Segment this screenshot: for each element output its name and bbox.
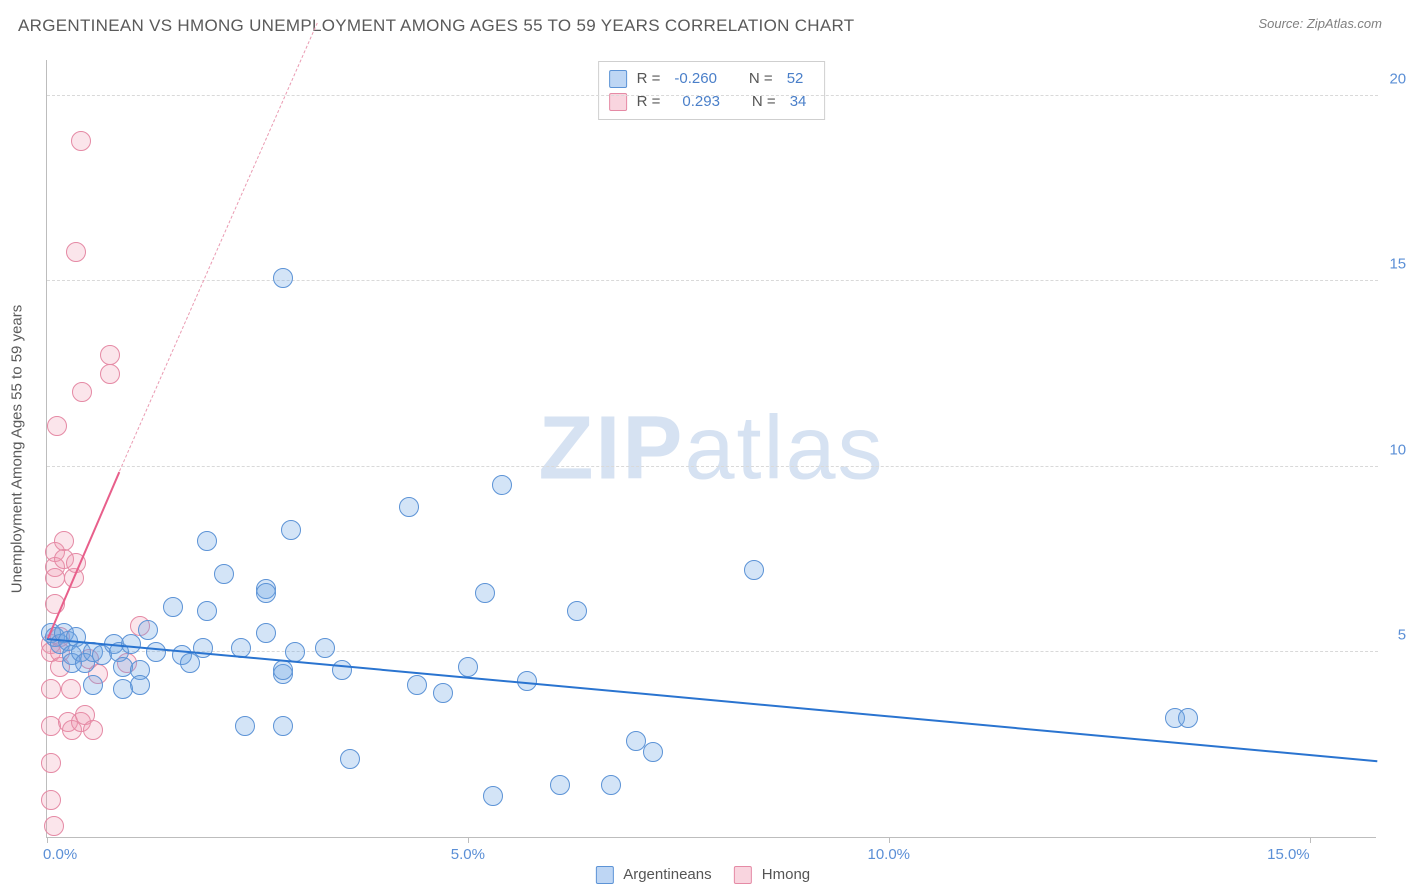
data-point (475, 583, 495, 603)
legend-item-argentineans: Argentineans (596, 866, 712, 884)
data-point (54, 531, 74, 551)
data-point (45, 568, 65, 588)
watermark: ZIPatlas (538, 397, 884, 500)
r-value: -0.260 (670, 68, 721, 91)
y-tick-label: 5.0% (1398, 626, 1406, 643)
chart-title: ARGENTINEAN VS HMONG UNEMPLOYMENT AMONG … (18, 16, 854, 36)
data-point (72, 382, 92, 402)
data-point (197, 531, 217, 551)
data-point (273, 716, 293, 736)
legend-item-hmong: Hmong (734, 866, 811, 884)
x-tick-label: 5.0% (451, 846, 485, 863)
data-point (483, 786, 503, 806)
data-point (113, 679, 133, 699)
data-point (407, 675, 427, 695)
gridline-h (47, 280, 1378, 281)
y-axis-label: Unemployment Among Ages 55 to 59 years (9, 304, 26, 593)
swatch-pink-icon (734, 866, 752, 884)
data-point (146, 642, 166, 662)
data-point (100, 364, 120, 384)
chart-source: Source: ZipAtlas.com (1258, 16, 1382, 31)
n-value: 52 (783, 68, 808, 91)
data-point (315, 638, 335, 658)
data-point (458, 657, 478, 677)
data-point (256, 583, 276, 603)
data-point (61, 679, 81, 699)
x-tick (47, 837, 48, 843)
data-point (138, 620, 158, 640)
r-label: R = (637, 68, 661, 91)
y-tick-label: 20.0% (1389, 71, 1406, 88)
x-tick (1310, 837, 1311, 843)
n-value: 34 (786, 91, 811, 114)
legend-label: Hmong (762, 866, 810, 883)
data-point (1178, 708, 1198, 728)
chart-header: ARGENTINEAN VS HMONG UNEMPLOYMENT AMONG … (0, 0, 1406, 44)
data-point (273, 268, 293, 288)
data-point (235, 716, 255, 736)
swatch-blue-icon (609, 70, 627, 88)
x-tick (889, 837, 890, 843)
stats-row-blue: R = -0.260 N = 52 (609, 68, 811, 91)
bottom-legend: Argentineans Hmong (596, 866, 810, 884)
source-link[interactable]: ZipAtlas.com (1307, 16, 1382, 31)
data-point (44, 816, 64, 836)
data-point (281, 520, 301, 540)
data-point (83, 720, 103, 740)
watermark-left: ZIP (538, 398, 684, 498)
data-point (41, 790, 61, 810)
x-tick (468, 837, 469, 843)
watermark-right: atlas (684, 398, 884, 498)
data-point (601, 775, 621, 795)
r-value: 0.293 (670, 91, 724, 114)
data-point (47, 416, 67, 436)
data-point (100, 345, 120, 365)
n-label: N = (749, 68, 773, 91)
y-tick-label: 15.0% (1389, 256, 1406, 273)
data-point (643, 742, 663, 762)
data-point (71, 131, 91, 151)
data-point (340, 749, 360, 769)
data-point (332, 660, 352, 680)
data-point (567, 601, 587, 621)
x-tick-label: 10.0% (867, 846, 910, 863)
scatter-chart: ZIPatlas Unemployment Among Ages 55 to 5… (46, 60, 1376, 838)
r-label: R = (637, 91, 661, 114)
data-point (66, 242, 86, 262)
trendline-argentineans (47, 638, 1377, 762)
y-tick-label: 10.0% (1389, 441, 1406, 458)
data-point (744, 560, 764, 580)
stats-row-pink: R = 0.293 N = 34 (609, 91, 811, 114)
data-point (492, 475, 512, 495)
source-prefix: Source: (1258, 16, 1306, 31)
x-tick-label: 15.0% (1267, 846, 1310, 863)
data-point (41, 753, 61, 773)
data-point (41, 679, 61, 699)
gridline-h (47, 95, 1378, 96)
data-point (163, 597, 183, 617)
data-point (399, 497, 419, 517)
gridline-h (47, 466, 1378, 467)
swatch-blue-icon (596, 866, 614, 884)
data-point (285, 642, 305, 662)
data-point (83, 675, 103, 695)
data-point (214, 564, 234, 584)
stats-legend-box: R = -0.260 N = 52 R = 0.293 N = 34 (598, 61, 826, 120)
data-point (273, 660, 293, 680)
data-point (197, 601, 217, 621)
n-label: N = (752, 91, 776, 114)
data-point (256, 623, 276, 643)
x-tick-label: 0.0% (43, 846, 77, 863)
trendline-hmong-dashed (119, 23, 318, 472)
data-point (433, 683, 453, 703)
data-point (193, 638, 213, 658)
data-point (130, 675, 150, 695)
data-point (550, 775, 570, 795)
legend-label: Argentineans (623, 866, 711, 883)
